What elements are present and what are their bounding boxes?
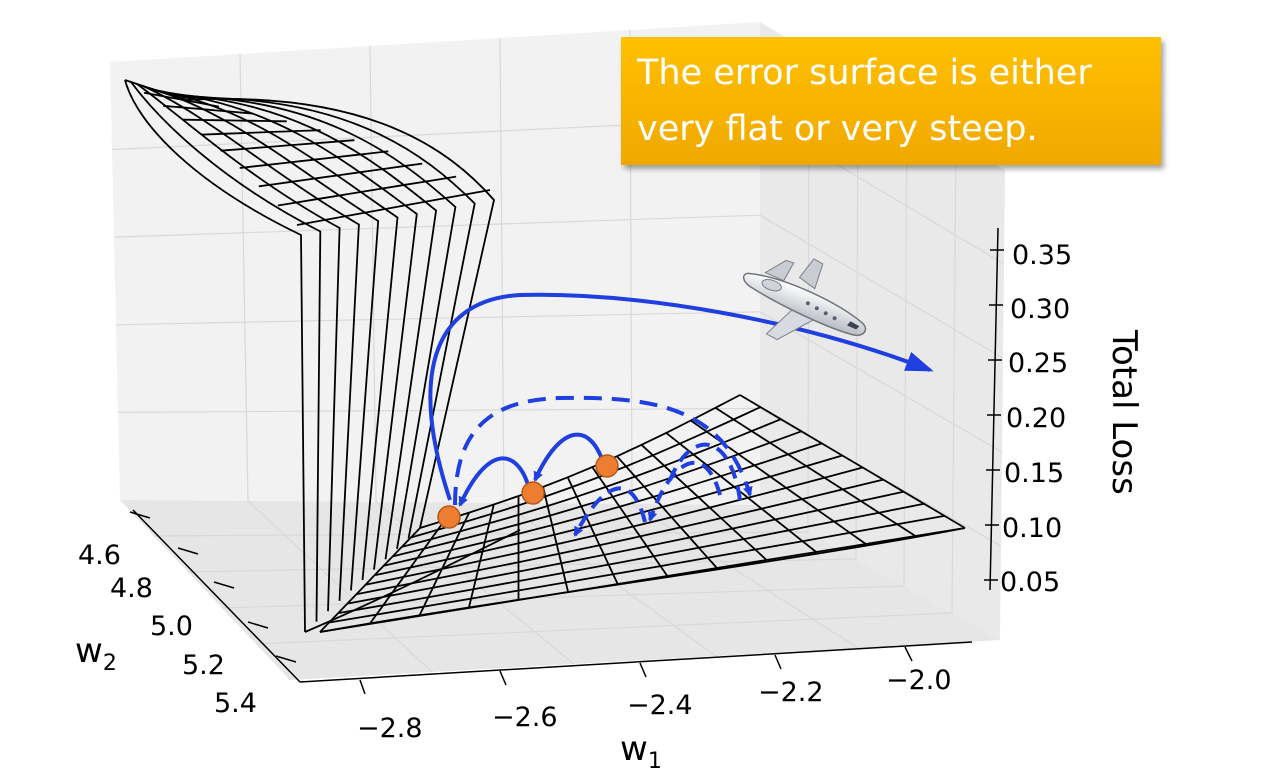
y-axis: 4.6 4.8 5.0 5.2 5.4 w2 <box>75 511 297 719</box>
point <box>437 505 461 529</box>
z-tick-label: 0.25 <box>1008 348 1068 379</box>
y-tick-label: 5.0 <box>150 611 193 642</box>
dashed-arc-path <box>453 395 753 506</box>
z-axis-label: Total Loss <box>1104 329 1144 495</box>
dashed-hop-path-1 <box>573 486 647 537</box>
back-pane <box>110 22 760 505</box>
side-pane <box>760 22 1005 640</box>
point <box>595 454 619 478</box>
airplane-icon <box>742 258 867 341</box>
x-axis-line <box>299 641 973 683</box>
z-tick-label: 0.15 <box>1004 458 1064 489</box>
callout-line-1: The error surface is either <box>637 53 1092 93</box>
x-axis-label: w1 <box>620 729 662 774</box>
y-axis-label: w2 <box>75 631 117 676</box>
hop-path-2 <box>533 432 606 482</box>
point <box>521 481 545 505</box>
x-tick-label: −2.2 <box>758 677 824 708</box>
z-tick-label: 0.35 <box>1012 240 1072 271</box>
y-axis-line <box>132 509 301 683</box>
z-tick-label: 0.05 <box>1000 567 1060 598</box>
y-tick-label: 4.8 <box>110 573 153 604</box>
error-surface <box>124 79 966 633</box>
z-axis: 0.35 0.30 0.25 0.20 0.15 0.10 0.05 Total… <box>984 240 1144 598</box>
path-points <box>437 454 619 529</box>
dashed-hop-path-2 <box>647 460 722 522</box>
x-tick-label: −2.8 <box>357 713 423 744</box>
annotation-callout: The error surface is either very flat or… <box>621 37 1161 165</box>
x-tick-label: −2.0 <box>886 665 952 696</box>
y-tick-label: 5.2 <box>182 650 225 681</box>
y-tick-label: 4.6 <box>78 540 121 571</box>
optimization-paths <box>428 292 934 537</box>
callout-line-2: very flat or very steep. <box>637 109 1038 149</box>
big-step-path <box>428 292 934 501</box>
z-tick-label: 0.20 <box>1006 403 1066 434</box>
z-tick-label: 0.10 <box>1002 513 1062 544</box>
hop-path-1 <box>458 456 532 507</box>
x-tick-label: −2.6 <box>492 702 558 733</box>
z-axis-line <box>989 227 999 591</box>
x-axis: −2.8 −2.6 −2.4 −2.2 −2.0 w1 <box>357 646 952 774</box>
z-tick-label: 0.30 <box>1010 294 1070 325</box>
y-tick-label: 5.4 <box>214 688 257 719</box>
dashed-hop-path-3 <box>668 442 742 501</box>
x-tick-label: −2.4 <box>627 690 693 721</box>
